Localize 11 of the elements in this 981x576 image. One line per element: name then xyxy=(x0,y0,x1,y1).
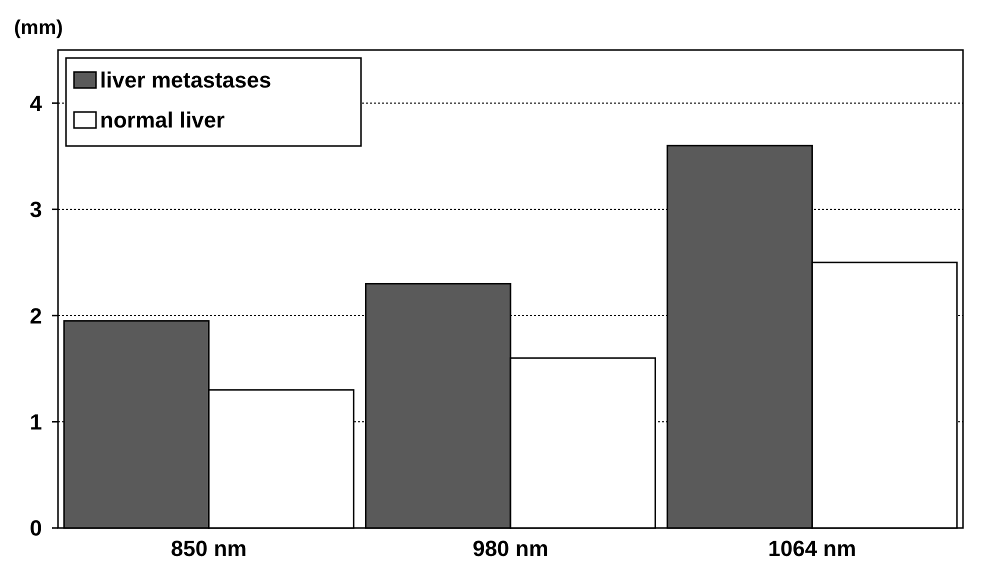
y-tick-label: 4 xyxy=(30,90,43,116)
y-tick-label: 2 xyxy=(30,303,42,328)
x-tick-label: 1064 nm xyxy=(768,536,856,561)
x-tick-label: 980 nm xyxy=(472,536,548,561)
y-tick-label: 1 xyxy=(30,409,42,434)
x-tick-label: 850 nm xyxy=(170,536,247,561)
y-tick-label: 0 xyxy=(30,516,42,541)
legend-label: normal liver xyxy=(100,108,226,133)
y-axis-title: (mm) xyxy=(14,17,63,39)
y-tick-label: 3 xyxy=(30,197,42,222)
legend-label: liver metastases xyxy=(100,68,272,93)
